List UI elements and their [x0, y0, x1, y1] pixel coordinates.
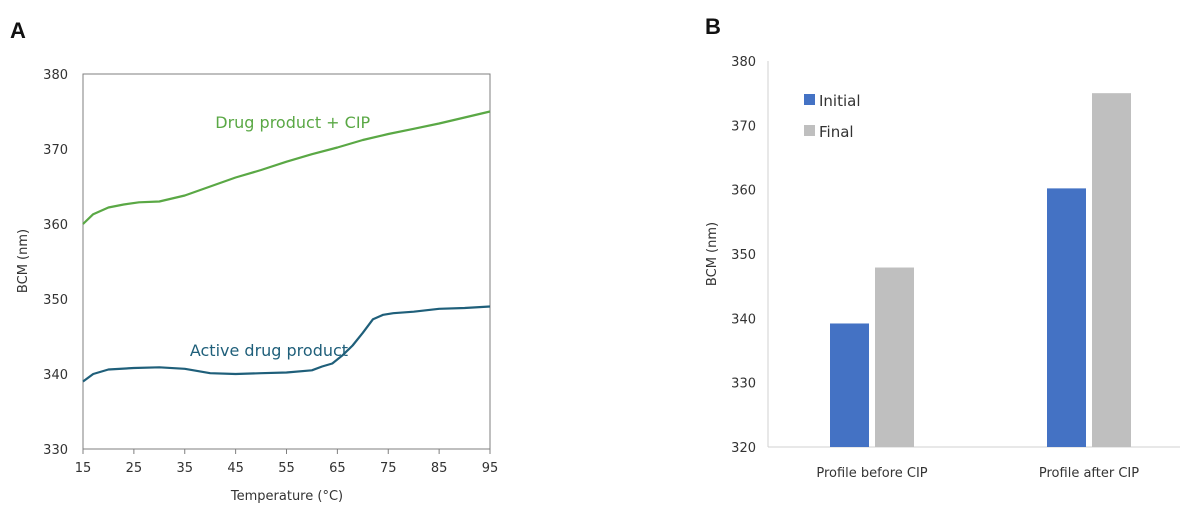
- chart-b-y-axis: 320 330 340 350 360 370 380: [731, 55, 756, 456]
- chart-a-series-line-drug-product-cip: [82, 110, 491, 225]
- chart-b-x-axis: Profile before CIP Profile after CIP: [816, 466, 1139, 481]
- chart-a: 330 340 350 360 370 380 15 25 35 45 55 65 75 85 95 Dr…: [16, 68, 498, 504]
- chart-b-legend: Initial Final: [804, 92, 861, 141]
- chart-b-bar-final-after-cip: [1092, 93, 1131, 448]
- chart-a-x-axis-title: Temperature (°C): [230, 489, 343, 504]
- chart-b-bar-initial-after-cip: [1047, 188, 1086, 447]
- chart-b-legend-label-final: Final: [819, 123, 854, 141]
- chart-a-x-tick-label: 75: [380, 461, 397, 476]
- chart-a-x-tick-label: 15: [75, 461, 92, 476]
- chart-a-y-tick-label: 330: [43, 443, 68, 458]
- chart-b-legend-swatch-initial: [804, 94, 815, 105]
- chart-a-x-tick-label: 45: [227, 461, 244, 476]
- chart-b-y-tick-label: 330: [731, 377, 756, 392]
- chart-a-x-tick-label: 85: [431, 461, 448, 476]
- chart-b: 320 330 340 350 360 370 380 Profile before CIP…: [705, 55, 1180, 481]
- chart-a-annotation: Active drug product: [190, 341, 348, 360]
- chart-a-y-tick-label: 370: [43, 143, 68, 158]
- chart-b-y-tick-label: 370: [731, 119, 756, 134]
- chart-a-series-line-active-drug-product: [82, 305, 491, 383]
- chart-b-y-tick-label: 380: [731, 55, 756, 70]
- chart-a-y-tick-label: 380: [43, 68, 68, 83]
- chart-a-x-axis: 15 25 35 45 55 65 75 85 95: [75, 449, 499, 476]
- chart-b-category-label: Profile before CIP: [816, 466, 927, 481]
- chart-b-y-axis-title: BCM (nm): [705, 222, 720, 286]
- chart-a-y-tick-label: 350: [43, 293, 68, 308]
- chart-a-y-tick-label: 360: [43, 218, 68, 233]
- chart-a-x-tick-label: 55: [278, 461, 295, 476]
- chart-a-y-tick-label: 340: [43, 368, 68, 383]
- chart-a-y-axis: 330 340 350 360 370 380: [43, 68, 68, 458]
- chart-b-bar-final-before-cip: [875, 267, 914, 447]
- chart-a-y-axis-title: BCM (nm): [16, 229, 31, 293]
- chart-a-x-tick-label: 65: [329, 461, 346, 476]
- panel-b-letter: B: [705, 14, 721, 39]
- chart-b-legend-swatch-final: [804, 125, 815, 136]
- chart-a-x-tick-label: 95: [482, 461, 499, 476]
- chart-a-annotations: Drug product + CIP Active drug product: [190, 113, 371, 360]
- chart-a-series: [82, 110, 491, 383]
- chart-b-bar-initial-before-cip: [830, 323, 869, 447]
- chart-b-y-tick-label: 350: [731, 248, 756, 263]
- chart-a-annotation: Drug product + CIP: [215, 113, 370, 132]
- chart-b-y-tick-label: 320: [731, 441, 756, 456]
- chart-b-legend-label-initial: Initial: [819, 92, 861, 110]
- chart-b-category-label: Profile after CIP: [1039, 466, 1139, 481]
- chart-b-bars: [830, 93, 1131, 448]
- chart-b-y-tick-label: 340: [731, 312, 756, 327]
- panel-a-letter: A: [10, 18, 26, 43]
- chart-a-x-tick-label: 35: [176, 461, 193, 476]
- chart-a-x-tick-label: 25: [126, 461, 143, 476]
- chart-b-y-tick-label: 360: [731, 184, 756, 199]
